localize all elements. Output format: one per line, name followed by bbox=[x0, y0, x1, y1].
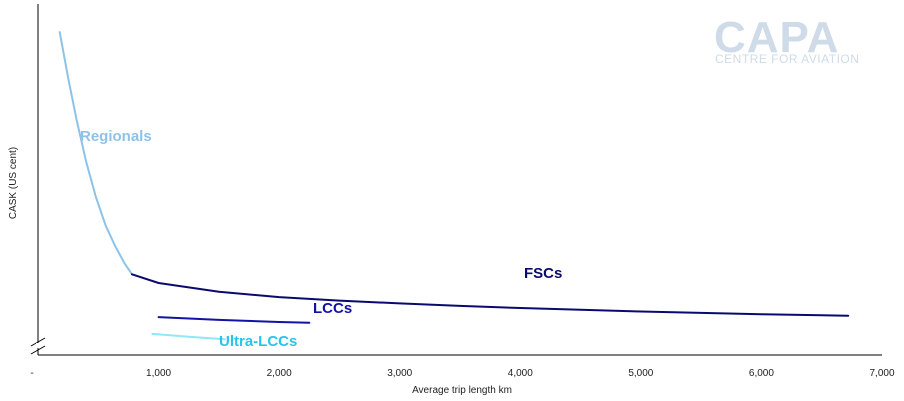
series-label-regionals: Regionals bbox=[80, 128, 152, 145]
x-tick-label: 2,000 bbox=[267, 368, 292, 379]
series-line-ultra-lccs bbox=[151, 332, 226, 341]
series-lines bbox=[58, 31, 850, 341]
series-label-fscs: FSCs bbox=[524, 265, 562, 282]
watermark-logo: CAPA CENTRE FOR AVIATION bbox=[714, 13, 859, 66]
x-tick-label: 3,000 bbox=[387, 368, 412, 379]
series-labels: Regionals FSCs LCCs Ultra-LCCs bbox=[80, 128, 562, 350]
y-axis-title: CASK (US cent) bbox=[8, 147, 19, 219]
y-axis-break bbox=[30, 337, 46, 355]
logo-main-text: CAPA bbox=[714, 13, 839, 62]
series-line-regionals bbox=[58, 31, 133, 276]
x-tick-label: 7,000 bbox=[869, 368, 894, 379]
x-tick-label: 6,000 bbox=[749, 368, 774, 379]
series-label-lccs: LCCs bbox=[313, 300, 352, 317]
series-label-ultra-lccs: Ultra-LCCs bbox=[219, 333, 297, 350]
axes bbox=[30, 4, 882, 356]
x-tick-label: 4,000 bbox=[508, 368, 533, 379]
x-tick-label: - bbox=[30, 368, 33, 379]
x-axis-title: Average trip length km bbox=[412, 385, 512, 396]
x-ticks: - 1,000 2,000 3,000 4,000 5,000 6,000 7,000 bbox=[30, 368, 895, 379]
logo-sub-text: CENTRE FOR AVIATION bbox=[715, 52, 859, 66]
x-tick-label: 1,000 bbox=[146, 368, 171, 379]
x-tick-label: 5,000 bbox=[628, 368, 653, 379]
series-line-fscs bbox=[131, 273, 850, 317]
series-line-lccs bbox=[157, 316, 311, 324]
